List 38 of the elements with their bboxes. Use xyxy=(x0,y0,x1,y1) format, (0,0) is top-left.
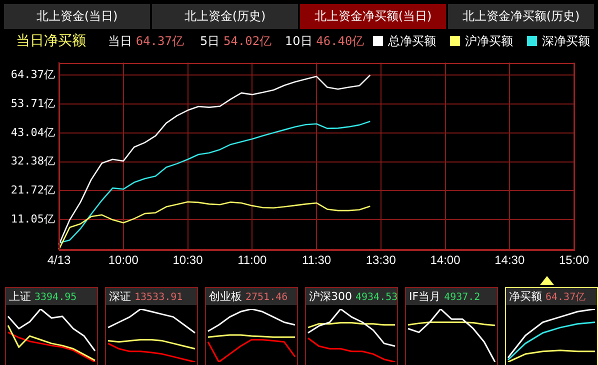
text: 北上资金(历史) xyxy=(152,4,298,29)
x-tick-label: 10:30 xyxy=(172,253,204,268)
text: 10日 46.40亿 xyxy=(285,33,364,50)
chart-subtitle: 4937.2 xyxy=(444,292,480,303)
y-tick-label: 64.37亿 xyxy=(10,68,55,82)
x-tick-label: 11:00 xyxy=(238,253,268,268)
text: 北上资金(当日) xyxy=(4,4,150,29)
x-tick-label: 15:00 xyxy=(558,253,590,268)
y-tick-label: 32.38亿 xyxy=(10,154,55,168)
chart-title: 上证 xyxy=(9,290,31,303)
chart-title: 沪深300 xyxy=(309,290,352,303)
chart-title: 净买额 xyxy=(509,290,542,303)
text: 当日 64.37亿 xyxy=(108,33,184,50)
chart-title: 深证 xyxy=(109,290,131,303)
chart-subtitle: 3394.95 xyxy=(34,292,77,303)
chart-subtitle: 2751.46 xyxy=(246,292,288,303)
text: 5日 54.02亿 xyxy=(200,33,272,50)
chart-subtitle: 13533.91 xyxy=(134,292,183,303)
legend-label: 深净买额 xyxy=(542,34,590,48)
chart-subtitle: 64.37亿 xyxy=(546,292,586,303)
y-tick-label: 53.71亿 xyxy=(10,96,55,110)
x-tick-label: 13:30 xyxy=(366,253,396,268)
legend-label: 沪净买额 xyxy=(465,34,513,48)
x-tick-label: 4/13 xyxy=(47,253,71,268)
y-tick-label: 43.04亿 xyxy=(10,126,55,139)
chart-title: 创业板 xyxy=(209,290,242,303)
text: 北上资金净买额(历史) xyxy=(448,4,594,29)
y-tick-label: 21.72亿 xyxy=(10,184,55,197)
y-tick-label: 11.05亿 xyxy=(10,212,55,226)
x-tick-label: 10:00 xyxy=(108,253,139,268)
x-tick-label: 14:00 xyxy=(430,253,461,268)
x-tick-label: 14:30 xyxy=(494,253,525,268)
x-tick-label: 11:30 xyxy=(302,253,332,268)
legend-label: 总净买额 xyxy=(388,34,436,48)
chart-subtitle: 4934.53 xyxy=(356,292,398,303)
chart-title: IF当月 xyxy=(409,290,441,303)
text: 北上资金净买额(当日) xyxy=(300,4,446,29)
chart-title: 当日净买额 xyxy=(16,32,86,51)
